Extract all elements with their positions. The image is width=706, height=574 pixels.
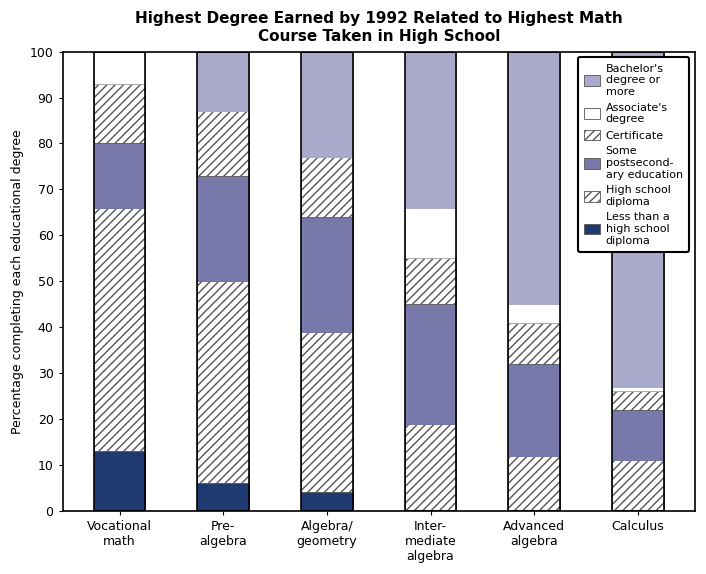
Bar — [612, 52, 664, 511]
Bar — [405, 52, 457, 511]
Bar — [508, 456, 560, 511]
Bar — [612, 391, 664, 410]
Bar — [508, 364, 560, 456]
Bar — [405, 304, 457, 424]
Bar — [508, 323, 560, 364]
Bar — [94, 52, 145, 511]
Bar — [612, 460, 664, 511]
Bar — [301, 217, 353, 332]
Bar — [612, 52, 664, 387]
Bar — [405, 424, 457, 511]
Bar — [94, 52, 145, 84]
Bar — [94, 84, 145, 144]
Bar — [301, 157, 353, 217]
Bar — [508, 304, 560, 323]
Bar — [94, 451, 145, 511]
Bar — [197, 281, 249, 483]
Bar — [612, 387, 664, 391]
Bar — [508, 52, 560, 511]
Bar — [197, 52, 249, 511]
Bar — [94, 208, 145, 451]
Bar — [301, 52, 353, 511]
Bar — [301, 492, 353, 511]
Bar — [197, 176, 249, 281]
Bar — [508, 52, 560, 304]
Bar — [197, 483, 249, 511]
Bar — [197, 52, 249, 111]
Bar — [612, 410, 664, 460]
Legend: Bachelor's
degree or
more, Associate's
degree, Certificate, Some
postsecond-
ary: Bachelor's degree or more, Associate's d… — [578, 57, 689, 252]
Bar — [94, 144, 145, 208]
Bar — [405, 208, 457, 258]
Bar — [197, 111, 249, 176]
Bar — [405, 52, 457, 208]
Bar — [405, 258, 457, 304]
Title: Highest Degree Earned by 1992 Related to Highest Math
Course Taken in High Schoo: Highest Degree Earned by 1992 Related to… — [135, 11, 623, 44]
Bar — [301, 332, 353, 492]
Bar — [301, 52, 353, 157]
Y-axis label: Percentage completing each educational degree: Percentage completing each educational d… — [11, 129, 24, 433]
